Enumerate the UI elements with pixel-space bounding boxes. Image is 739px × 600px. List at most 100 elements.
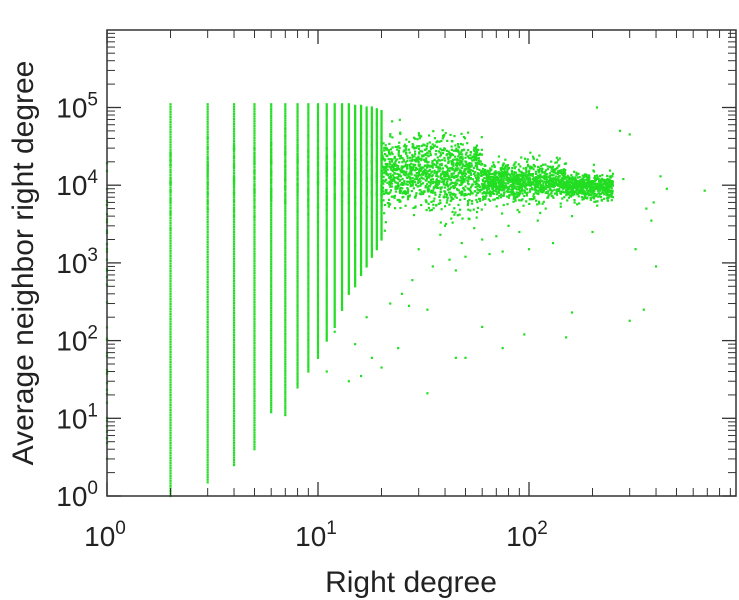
data-point <box>458 191 461 194</box>
data-point <box>459 161 462 164</box>
data-point <box>359 253 363 256</box>
data-point <box>340 254 344 258</box>
data-point <box>316 183 320 187</box>
data-point <box>396 166 399 169</box>
data-point <box>232 194 236 197</box>
data-point <box>517 180 520 183</box>
data-point <box>253 370 256 374</box>
data-point <box>270 304 273 307</box>
data-point <box>253 356 256 359</box>
data-point <box>253 320 256 323</box>
data-point <box>232 402 236 405</box>
data-point <box>206 361 209 364</box>
data-point <box>365 121 368 124</box>
data-point <box>316 175 320 178</box>
data-point <box>396 198 399 202</box>
data-point <box>370 239 373 242</box>
data-point <box>439 153 443 156</box>
data-point <box>375 246 378 249</box>
data-point <box>296 145 299 148</box>
data-point <box>169 151 172 154</box>
data-point <box>169 482 172 485</box>
data-point <box>232 282 236 285</box>
data-point <box>354 146 357 149</box>
data-point <box>375 117 378 120</box>
data-point <box>380 184 383 187</box>
data-point <box>307 350 310 354</box>
data-point <box>416 138 419 141</box>
data-point <box>169 403 172 407</box>
data-point <box>483 180 486 184</box>
data-point <box>370 194 373 197</box>
data-point <box>169 383 172 386</box>
data-point <box>232 397 236 400</box>
data-point <box>333 287 336 290</box>
data-point <box>206 136 209 140</box>
data-point <box>365 228 368 231</box>
data-point <box>340 229 344 233</box>
data-point <box>375 238 378 241</box>
data-point <box>340 268 344 271</box>
data-point <box>325 302 328 305</box>
data-point <box>340 172 344 175</box>
data-point <box>270 336 273 340</box>
data-point <box>316 277 320 281</box>
data-point <box>524 172 527 175</box>
data-point <box>455 147 458 150</box>
data-point <box>558 175 561 178</box>
data-point <box>232 115 236 118</box>
data-point <box>375 125 378 128</box>
data-point <box>325 271 328 274</box>
data-point <box>325 113 328 116</box>
data-point <box>455 161 458 164</box>
data-point <box>354 209 357 212</box>
data-point <box>307 259 310 262</box>
data-point <box>354 205 357 208</box>
data-point <box>506 164 509 167</box>
data-point <box>169 200 172 204</box>
data-point <box>296 303 299 306</box>
data-point <box>400 167 403 170</box>
data-point <box>469 154 472 157</box>
data-point <box>384 162 387 166</box>
data-point <box>365 213 368 216</box>
data-point <box>169 120 172 124</box>
data-point <box>449 178 453 182</box>
data-point <box>496 185 499 188</box>
data-point <box>419 166 423 169</box>
data-point <box>169 269 172 273</box>
data-point <box>537 185 540 189</box>
data-point <box>316 243 320 247</box>
data-point <box>454 158 457 161</box>
data-point <box>359 215 363 218</box>
data-point <box>375 131 378 134</box>
data-point <box>340 164 344 168</box>
data-point <box>347 169 350 172</box>
data-point <box>481 185 484 189</box>
data-point <box>270 367 273 370</box>
data-point <box>307 309 310 312</box>
data-point <box>270 306 273 310</box>
data-point <box>506 188 509 191</box>
data-point <box>359 254 363 258</box>
data-point <box>232 353 236 356</box>
data-point <box>532 198 535 201</box>
data-point <box>270 156 273 159</box>
data-point <box>511 182 514 186</box>
data-point <box>340 110 344 114</box>
data-point <box>206 383 209 386</box>
data-point <box>425 200 428 203</box>
data-point <box>206 265 209 269</box>
data-point <box>316 177 320 180</box>
data-point <box>284 365 287 368</box>
data-point <box>359 261 363 264</box>
data-point <box>307 183 310 186</box>
data-point <box>445 181 448 184</box>
data-point <box>359 177 363 180</box>
data-point <box>253 204 256 207</box>
data-point <box>253 127 256 130</box>
data-point <box>316 126 320 129</box>
data-point <box>551 169 555 172</box>
data-point <box>500 175 503 178</box>
